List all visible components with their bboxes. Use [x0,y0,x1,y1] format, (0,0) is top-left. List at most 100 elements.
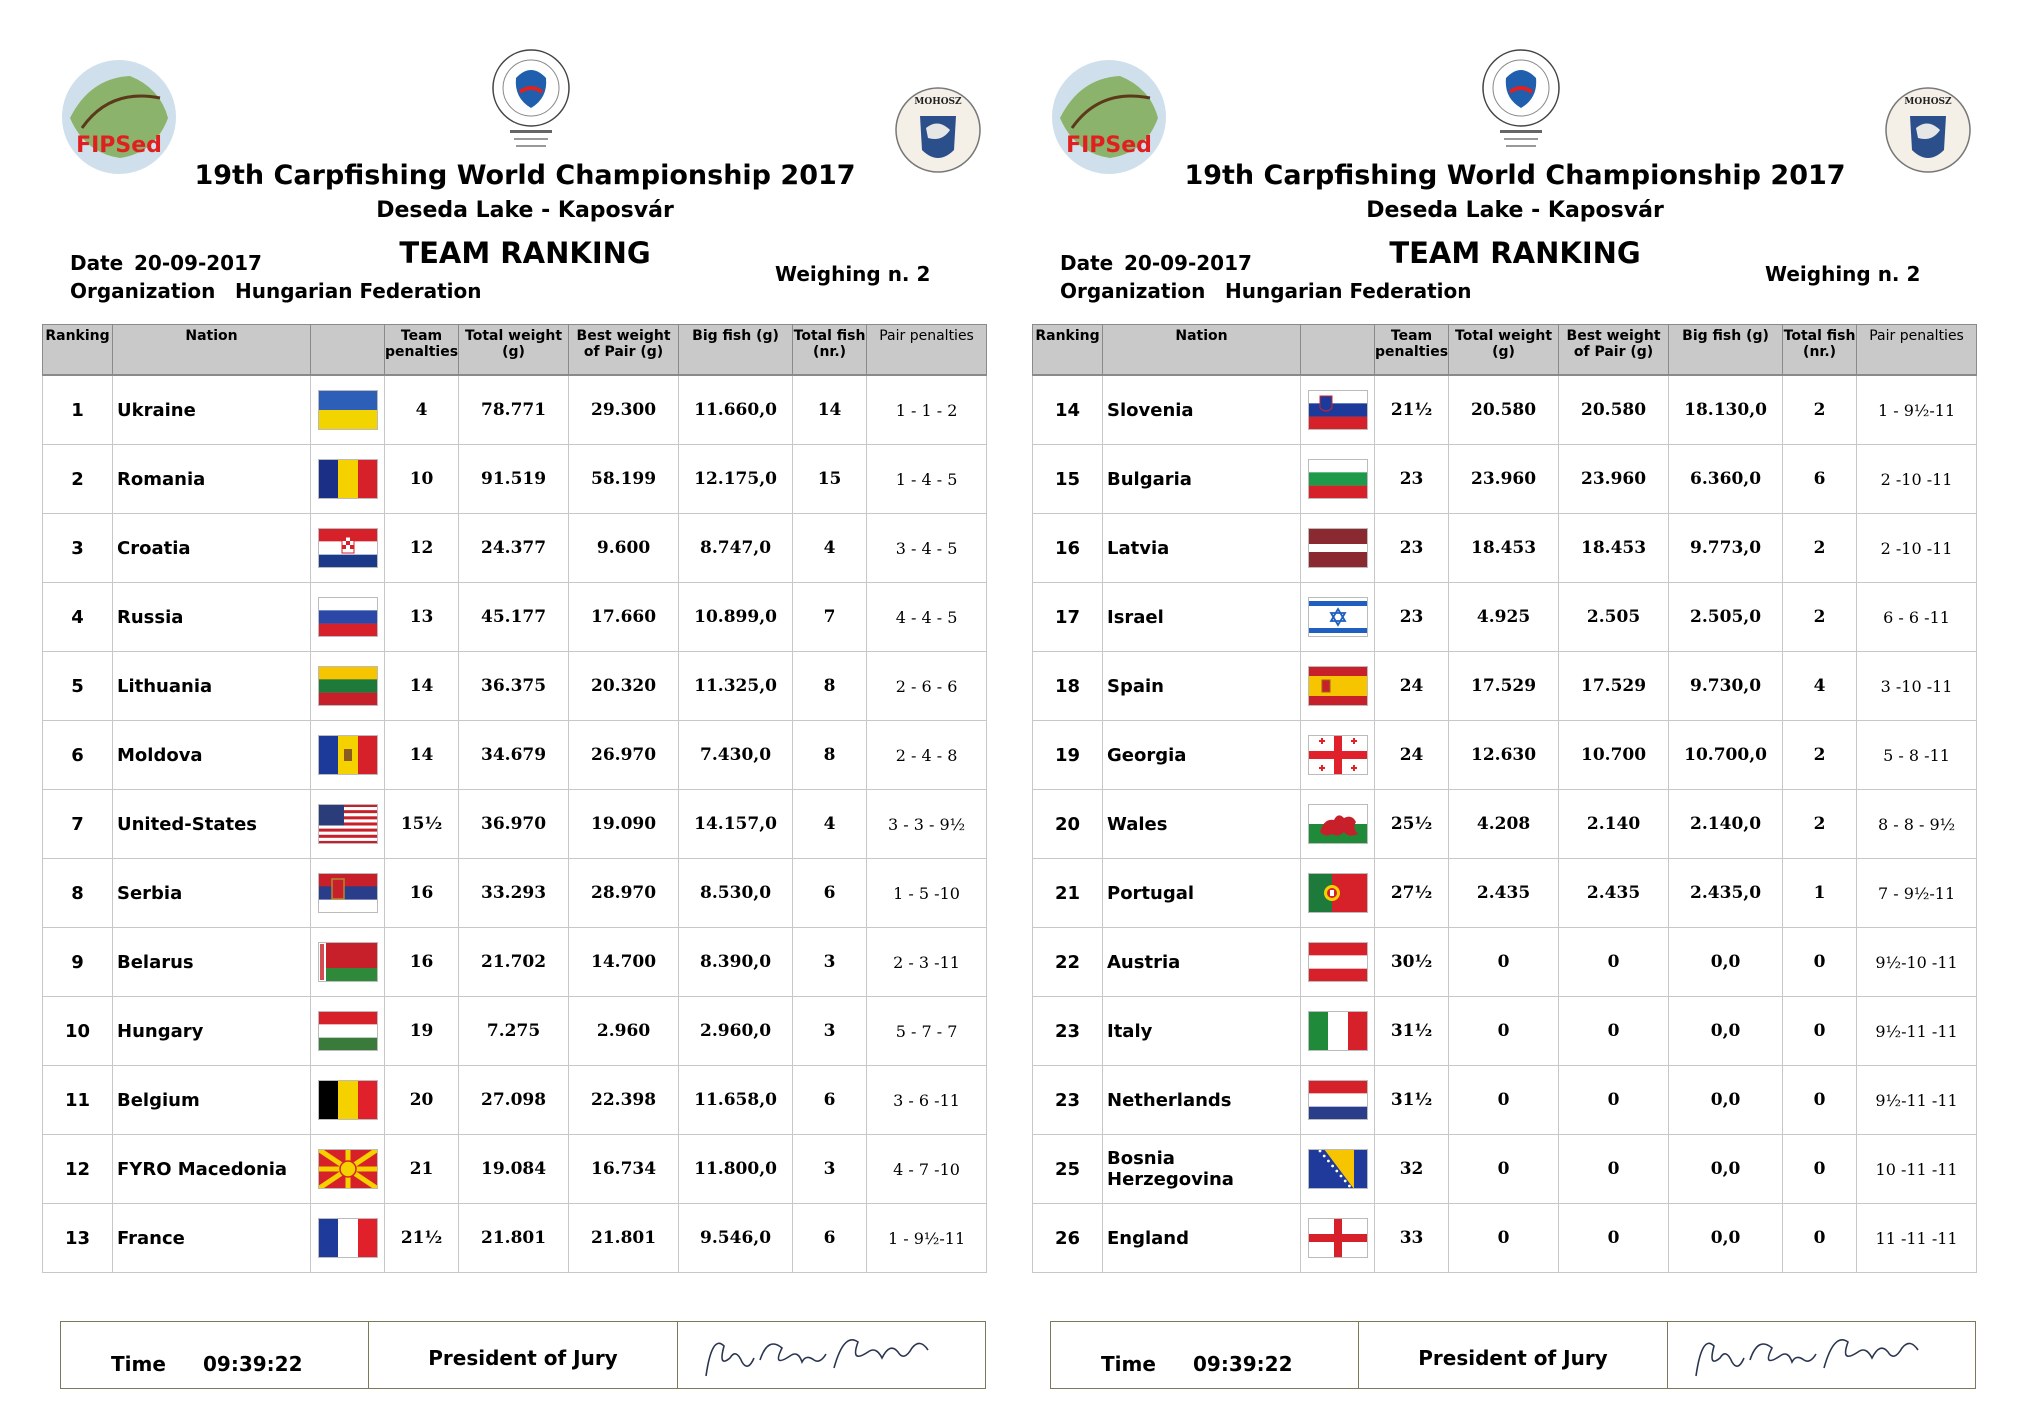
best-pair-weight-cell: 20.320 [568,651,680,721]
team-penalties-cell: 19 [383,996,460,1066]
big-fish-cell: 0,0 [1668,996,1784,1066]
team-penalties-cell: 24 [1373,720,1450,790]
footer-jury-cell: President of Jury [369,1322,678,1388]
team-penalties-cell: 16 [383,927,460,997]
usa-flag-icon [317,804,378,844]
flag-cell [1300,1203,1375,1273]
rank-cell: 1 [42,374,113,445]
flag-cell [1300,720,1375,790]
flag-cell [310,582,385,652]
best-pair-weight-cell: 0 [1558,996,1670,1066]
best-pair-weight-cell: 58.199 [568,444,680,514]
total-fish-cell: 8 [792,720,868,790]
mohosz-logo: MOHOSZ [1885,87,1971,173]
nation-cell: Netherlands [1102,1065,1301,1135]
rank-cell: 22 [1032,927,1103,997]
col-best-weight: Best weight of Pair (g) [1558,324,1670,376]
big-fish-cell: 8.390,0 [678,927,794,997]
table-row: 13 France 21½ 21.801 21.801 9.546,0 6 1 - 9½-11 [42,1203,988,1273]
big-fish-cell: 2.435,0 [1668,858,1784,928]
rank-cell: 17 [1032,582,1103,652]
pair-penalties-cell: 3 - 6 -11 [866,1065,988,1135]
team-penalties-cell: 20 [383,1065,460,1135]
pair-penalties-cell: 3 - 3 - 9½ [866,789,988,859]
belarus-flag-icon [317,942,378,982]
rank-cell: 11 [42,1065,113,1135]
flag-cell [310,927,385,997]
best-pair-weight-cell: 18.453 [1558,513,1670,583]
weighing-number: Weighing n. 2 [775,262,931,286]
table-row: 18 Spain 24 17.529 17.529 9.730,0 4 3 -10 -11 [1032,651,1978,721]
time-value: 09:39:22 [1193,1352,1293,1376]
flag-cell [310,651,385,721]
total-fish-cell: 3 [792,927,868,997]
rank-cell: 12 [42,1134,113,1204]
italy-flag-icon [1307,1011,1368,1051]
pair-penalties-cell: 1 - 9½-11 [1856,374,1978,445]
total-fish-cell: 2 [1782,582,1858,652]
flag-cell [1300,858,1375,928]
fipsed-logo-text: FIPSed [1066,133,1152,158]
total-fish-cell: 6 [792,1065,868,1135]
total-fish-cell: 0 [1782,927,1858,997]
table-row: 6 Moldova 14 34.679 26.970 7.430,0 8 2 - 4 - 8 [42,720,988,790]
wales-flag-icon [1307,804,1368,844]
date-label: Date [1060,251,1114,275]
team-penalties-cell: 24 [1373,651,1450,721]
best-pair-weight-cell: 19.090 [568,789,680,859]
championship-title: 19th Carpfishing World Championship 2017 [1184,160,1846,191]
date-value: 20-09-2017 [134,251,262,275]
total-weight-cell: 27.098 [458,1065,570,1135]
col-total-weight: Total weight (g) [1448,324,1560,376]
flag-cell [310,789,385,859]
table-row: 26 England 33 0 0 0,0 0 11 -11 -11 [1032,1203,1978,1273]
footer-time-cell: Time 09:39:22 [1051,1322,1360,1388]
france-flag-icon [317,1218,378,1258]
bulgaria-flag-icon [1307,459,1368,499]
big-fish-cell: 11.658,0 [678,1065,794,1135]
pair-penalties-cell: 2 -10 -11 [1856,444,1978,514]
col-flag [1300,324,1375,376]
total-fish-cell: 7 [792,582,868,652]
nation-cell: Belarus [112,927,311,997]
table-row: 20 Wales 25½ 4.208 2.140 2.140,0 2 8 - 8 - 9½ [1032,789,1978,859]
pair-penalties-cell: 3 - 4 - 5 [866,513,988,583]
flag-cell [310,1203,385,1273]
nation-cell: Croatia [112,513,311,583]
table-row: 7 United-States 15½ 36.970 19.090 14.157,0 4 3 … [42,789,988,859]
team-penalties-cell: 12 [383,513,460,583]
nation-cell: Bosnia Herzegovina [1102,1134,1301,1204]
big-fish-cell: 2.140,0 [1668,789,1784,859]
table-row: 16 Latvia 23 18.453 18.453 9.773,0 2 2 -10 -11 [1032,513,1978,583]
nation-cell: Georgia [1102,720,1301,790]
team-penalties-cell: 21½ [1373,374,1450,445]
col-nation: Nation [1102,324,1301,376]
best-pair-weight-cell: 0 [1558,1203,1670,1273]
best-pair-weight-cell: 2.140 [1558,789,1670,859]
rank-cell: 16 [1032,513,1103,583]
big-fish-cell: 10.700,0 [1668,720,1784,790]
best-pair-weight-cell: 29.300 [568,374,680,445]
total-fish-cell: 2 [1782,789,1858,859]
rank-cell: 15 [1032,444,1103,514]
footer-box: Time 09:39:22 President of Jury [60,1321,986,1389]
col-team-penalties: Team penalties [1373,324,1450,376]
best-pair-weight-cell: 17.660 [568,582,680,652]
team-penalties-cell: 10 [383,444,460,514]
right-sheet: FIPSed MOHOSZ 19th Carpfishing World Cha… [990,0,1980,1428]
rank-cell: 13 [42,1203,113,1273]
russia-flag-icon [317,597,378,637]
austria-flag-icon [1307,942,1368,982]
total-fish-cell: 2 [1782,374,1858,445]
best-pair-weight-cell: 17.529 [1558,651,1670,721]
championship-logo [1482,49,1560,147]
total-weight-cell: 20.580 [1448,374,1560,445]
table-row: 21 Portugal 27½ 2.435 2.435 2.435,0 1 7 - 9½-11 [1032,858,1978,928]
nation-cell: Israel [1102,582,1301,652]
total-weight-cell: 91.519 [458,444,570,514]
moldova-flag-icon [317,735,378,775]
pair-penalties-cell: 5 - 8 -11 [1856,720,1978,790]
latvia-flag-icon [1307,528,1368,568]
rank-cell: 2 [42,444,113,514]
fipsed-logo-text: FIPSed [76,133,162,158]
